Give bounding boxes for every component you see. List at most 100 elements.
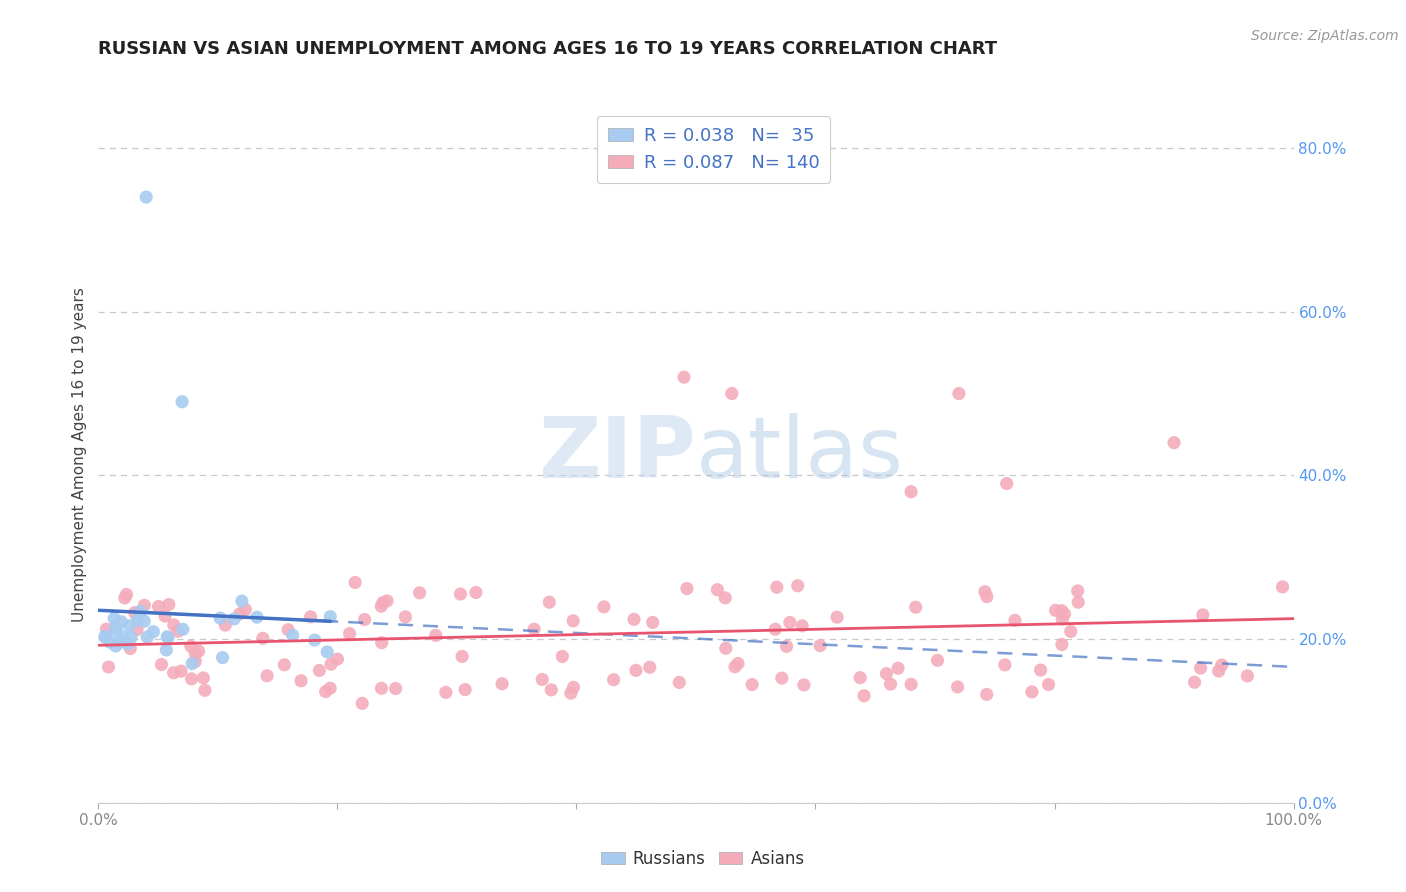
Text: RUSSIAN VS ASIAN UNEMPLOYMENT AMONG AGES 16 TO 19 YEARS CORRELATION CHART: RUSSIAN VS ASIAN UNEMPLOYMENT AMONG AGES…	[98, 40, 997, 58]
Point	[875, 666, 897, 681]
Point	[792, 619, 814, 633]
Point	[676, 582, 699, 596]
Point	[1067, 583, 1090, 598]
Point	[1021, 685, 1043, 699]
Point	[724, 659, 747, 673]
Point	[593, 599, 616, 614]
Point	[976, 590, 998, 604]
Point	[1184, 675, 1206, 690]
Point	[315, 684, 337, 698]
Point	[281, 628, 304, 642]
Point	[155, 643, 177, 657]
Point	[995, 476, 1018, 491]
Point	[371, 596, 394, 610]
Point	[1208, 664, 1230, 678]
Point	[1053, 607, 1076, 621]
Point	[623, 612, 645, 626]
Point	[538, 595, 561, 609]
Point	[779, 615, 801, 630]
Point	[326, 652, 349, 666]
Point	[290, 673, 312, 688]
Point	[114, 591, 136, 605]
Point	[425, 628, 447, 642]
Point	[319, 657, 342, 672]
Point	[408, 586, 430, 600]
Point	[127, 613, 149, 627]
Point	[1236, 669, 1258, 683]
Point	[946, 680, 969, 694]
Point	[1060, 624, 1083, 639]
Point	[117, 637, 139, 651]
Point	[1189, 661, 1212, 675]
Point	[451, 649, 474, 664]
Point	[775, 640, 797, 654]
Point	[148, 599, 170, 614]
Point	[277, 623, 299, 637]
Y-axis label: Unemployment Among Ages 16 to 19 years: Unemployment Among Ages 16 to 19 years	[72, 287, 87, 623]
Point	[454, 682, 477, 697]
Point	[110, 615, 132, 629]
Point	[825, 610, 848, 624]
Point	[184, 647, 207, 661]
Point	[112, 630, 135, 644]
Point	[562, 681, 585, 695]
Point	[103, 611, 125, 625]
Point	[256, 669, 278, 683]
Point	[808, 639, 831, 653]
Point	[170, 664, 193, 678]
Point	[157, 598, 180, 612]
Text: Source: ZipAtlas.com: Source: ZipAtlas.com	[1251, 29, 1399, 43]
Point	[163, 618, 186, 632]
Point	[1211, 658, 1233, 673]
Point	[156, 630, 179, 644]
Point	[115, 587, 138, 601]
Point	[641, 615, 664, 630]
Text: ZIP: ZIP	[538, 413, 696, 497]
Point	[1045, 603, 1067, 617]
Point	[721, 386, 744, 401]
Point	[222, 612, 245, 626]
Point	[370, 635, 392, 649]
Point	[1067, 595, 1090, 609]
Point	[434, 685, 457, 699]
Point	[252, 632, 274, 646]
Point	[97, 660, 120, 674]
Point	[770, 671, 793, 685]
Point	[299, 610, 322, 624]
Point	[741, 677, 763, 691]
Point	[853, 689, 876, 703]
Point	[211, 650, 233, 665]
Point	[94, 630, 117, 644]
Point	[316, 645, 339, 659]
Text: atlas: atlas	[696, 413, 904, 497]
Point	[464, 585, 486, 599]
Point	[162, 665, 184, 680]
Point	[120, 631, 142, 645]
Point	[180, 672, 202, 686]
Point	[793, 678, 815, 692]
Point	[111, 634, 134, 648]
Point	[1163, 435, 1185, 450]
Point	[308, 664, 330, 678]
Point	[976, 687, 998, 701]
Point	[181, 657, 204, 671]
Point	[135, 190, 157, 204]
Legend: R = 0.038   N=  35, R = 0.087   N= 140: R = 0.038 N= 35, R = 0.087 N= 140	[596, 116, 831, 183]
Point	[1271, 580, 1294, 594]
Point	[353, 613, 375, 627]
Point	[849, 671, 872, 685]
Point	[273, 657, 295, 672]
Point	[673, 370, 696, 384]
Point	[214, 618, 236, 632]
Point	[231, 594, 253, 608]
Point	[120, 641, 142, 656]
Point	[766, 580, 789, 594]
Point	[134, 615, 156, 629]
Point	[1004, 613, 1026, 627]
Point	[125, 623, 148, 637]
Point	[624, 663, 647, 677]
Point	[167, 624, 190, 639]
Point	[602, 673, 624, 687]
Point	[551, 649, 574, 664]
Point	[235, 602, 257, 616]
